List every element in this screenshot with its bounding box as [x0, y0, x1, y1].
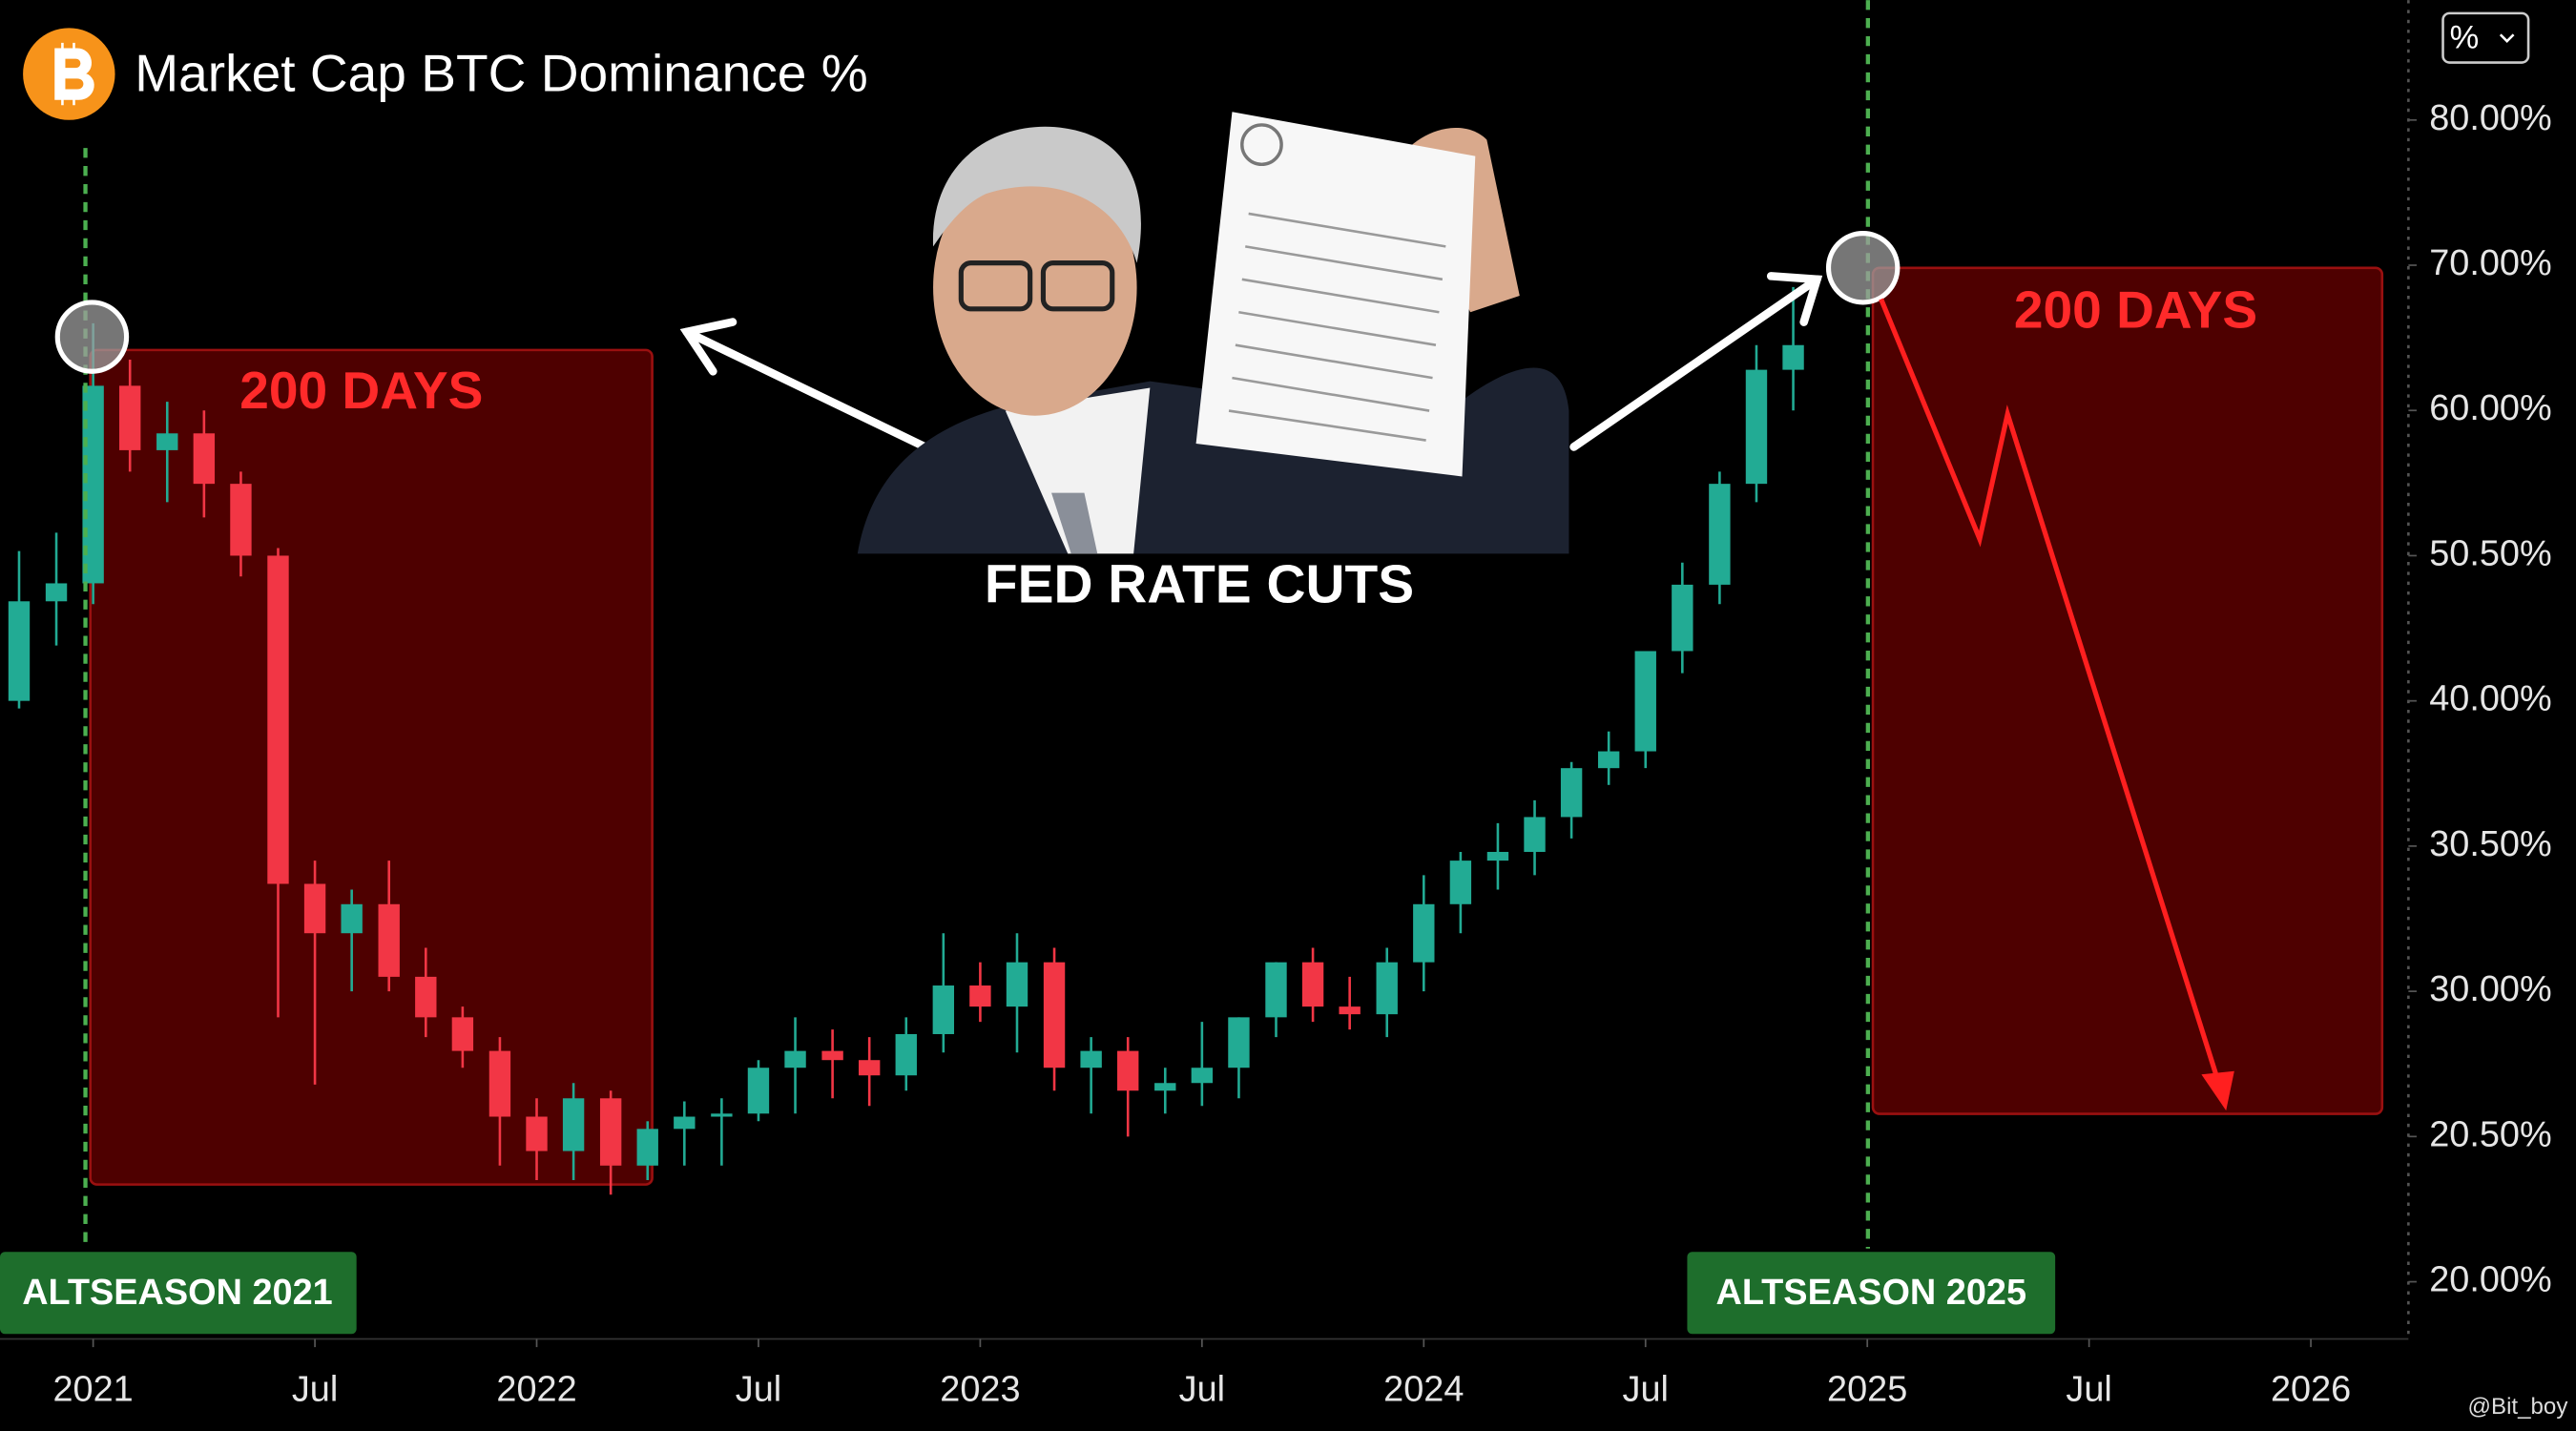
highlight-circle [1825, 231, 1901, 305]
x-tick-label: Jul [2066, 1370, 2111, 1410]
tag-box [0, 1252, 357, 1335]
candle-body [1672, 584, 1693, 652]
y-tick-label: 80.00% [2429, 98, 2551, 138]
candle-body [119, 385, 141, 450]
candle-body [1006, 962, 1028, 1007]
watermark: @Bit_boy [2468, 1394, 2568, 1420]
y-tick-label: 30.00% [2429, 969, 2551, 1009]
y-tick-label: 50.50% [2429, 533, 2551, 573]
x-tick-label: Jul [736, 1370, 781, 1410]
highlight-circle [54, 300, 130, 374]
candle-body [526, 1116, 548, 1151]
candle-body [488, 1050, 511, 1117]
plot-area [8, 286, 1804, 1195]
candle-body [1080, 1050, 1102, 1068]
x-tick-label: Jul [292, 1370, 338, 1410]
projection-arrow [1879, 298, 2224, 1092]
candle-body [156, 433, 178, 450]
candle-body [969, 985, 991, 1007]
candle-body [1597, 751, 1620, 769]
candle-body [1376, 962, 1398, 1015]
tag-box [1687, 1252, 2056, 1335]
arrow-head [2201, 1070, 2234, 1111]
candle-body [1634, 651, 1656, 752]
candle-body [1782, 344, 1804, 370]
candle-body [1228, 1017, 1250, 1068]
candle-body [1709, 484, 1731, 585]
scale-button-label[interactable]: % [2450, 20, 2480, 56]
candle-body [8, 601, 31, 701]
candle-body [1339, 1006, 1361, 1015]
candle-body [45, 583, 68, 602]
candle-body [1745, 369, 1768, 485]
candle-body [784, 1050, 806, 1068]
candle-body [747, 1068, 770, 1114]
y-tick-label: 20.00% [2429, 1260, 2551, 1300]
chart-title: Market Cap BTC Dominance % [135, 44, 868, 103]
candle-body [821, 1050, 843, 1061]
x-tick-label: Jul [1179, 1370, 1225, 1410]
candle-body [1301, 962, 1324, 1007]
y-tick-label: 40.00% [2429, 679, 2551, 719]
annotation: 200 DAYS [239, 361, 483, 420]
candle-body [1413, 903, 1435, 963]
y-tick-label: 70.00% [2429, 243, 2551, 283]
tag-label: ALTSEASON 2025 [1716, 1273, 2027, 1313]
tag-label: ALTSEASON 2021 [22, 1273, 333, 1313]
candle-body [1265, 962, 1287, 1018]
highlight-box [89, 348, 654, 1186]
candle-body [1191, 1068, 1214, 1084]
x-tick-label: 2025 [1827, 1370, 1907, 1410]
scale-button[interactable] [2441, 11, 2530, 64]
candle-body [674, 1116, 696, 1130]
annotation: FED RATE CUTS [985, 555, 1414, 615]
candle-body [599, 1098, 622, 1166]
dropdown-icon[interactable] [2499, 33, 2515, 43]
candle-body [1043, 962, 1066, 1068]
x-tick-label: 2023 [940, 1370, 1020, 1410]
candle-body [1560, 768, 1583, 818]
x-tick-label: 2022 [496, 1370, 576, 1410]
y-tick-label: 60.00% [2429, 388, 2551, 428]
candle-body [932, 985, 955, 1034]
logo-mark [54, 42, 94, 106]
candle-body [895, 1033, 917, 1076]
candle-body [82, 385, 104, 584]
illustration [857, 112, 1569, 554]
candle-body [711, 1113, 733, 1117]
candle-body [1154, 1083, 1176, 1091]
overlays [0, 0, 2410, 1340]
x-tick-label: Jul [1623, 1370, 1669, 1410]
candle-body [1117, 1050, 1139, 1091]
overlays [89, 266, 2384, 1186]
candle-body [1486, 851, 1509, 861]
x-tick-label: 2024 [1383, 1370, 1464, 1410]
y-tick-label: 20.50% [2429, 1114, 2551, 1154]
highlight-box [1871, 266, 2384, 1115]
candle-body [230, 484, 252, 556]
candle-body [193, 433, 216, 485]
candle-body [562, 1098, 585, 1151]
candle-body [636, 1129, 658, 1166]
candle-body [1524, 817, 1546, 852]
candle-body [378, 903, 400, 977]
candle-body [415, 976, 437, 1018]
x-tick-label: 2021 [52, 1370, 133, 1410]
annotation: 200 DAYS [2014, 280, 2257, 340]
candle-body [303, 883, 326, 934]
y-tick-label: 30.50% [2429, 824, 2551, 864]
x-tick-label: 2026 [2271, 1370, 2351, 1410]
candle-body [858, 1060, 881, 1076]
candle-body [451, 1017, 474, 1051]
candle-body [267, 555, 289, 884]
candle-body [1449, 861, 1472, 904]
arrow [1569, 272, 1823, 451]
candle-body [341, 903, 363, 934]
